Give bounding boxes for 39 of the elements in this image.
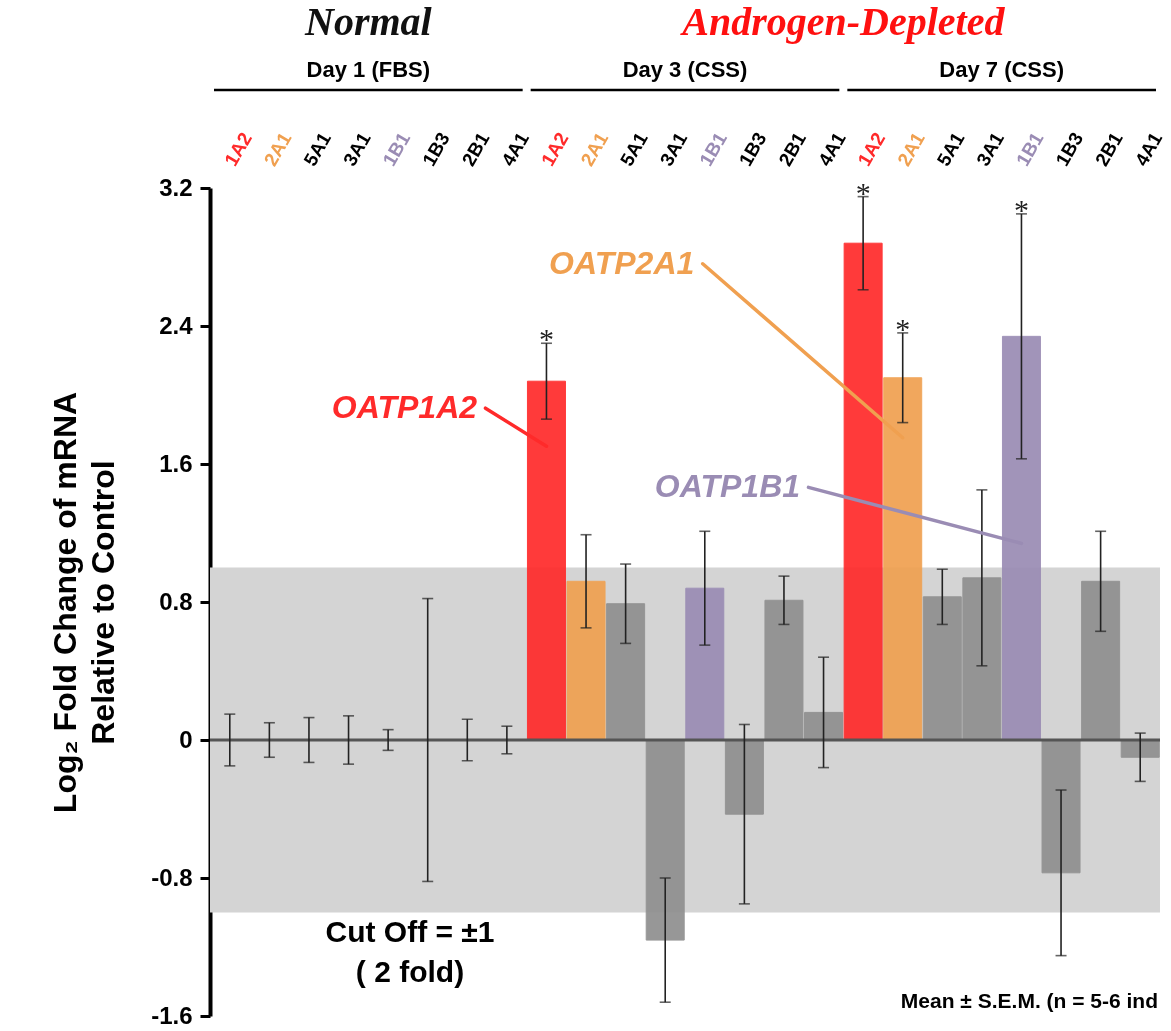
bar	[724, 739, 764, 815]
bar	[1041, 739, 1081, 874]
x-tick-label: 4A1	[497, 128, 534, 170]
annotation: *	[538, 322, 554, 356]
x-tick-label: 5A1	[616, 128, 652, 170]
text: Androgen-Depleted	[679, 0, 1006, 44]
bar	[645, 739, 685, 941]
annotation: OATP2A1	[549, 244, 695, 281]
bar	[685, 587, 725, 741]
band-label: Cut Off = ±1 ( 2 fold)	[325, 915, 495, 988]
text: Normal	[303, 0, 433, 44]
y-tick-label: 0.8	[159, 587, 193, 615]
x-tick-label: 3A1	[972, 128, 1009, 170]
annotation: Mean ± S.E.M. (n = 5-6 ind	[900, 989, 1158, 1012]
text: Day 1 (FBS)	[306, 57, 431, 82]
y-tick-label: 0	[179, 725, 193, 753]
bar	[606, 603, 646, 741]
x-tick-label: 3A1	[655, 128, 692, 170]
x-tick-label: 5A1	[932, 128, 969, 170]
bar	[843, 242, 883, 741]
x-tick-label: 4A1	[1130, 128, 1167, 170]
x-tick-label: 5A1	[299, 128, 336, 170]
x-tick-label: 4A1	[814, 128, 850, 170]
y-tick-label: 3.2	[159, 173, 193, 201]
annotation: OATP1B1	[654, 468, 801, 505]
annotation: OATP1A2	[331, 389, 478, 426]
annotation: *	[895, 311, 911, 345]
y-tick-label: -0.8	[151, 863, 193, 891]
y-axis-title: Log₂ Fold Change of mRNA Relative to Control	[47, 391, 122, 814]
annotation: *	[1013, 192, 1029, 226]
text: Day 3 (CSS)	[622, 57, 748, 82]
x-tick-label: 3A1	[339, 128, 375, 170]
text: Day 7 (CSS)	[939, 57, 1065, 82]
bar	[1081, 580, 1121, 741]
y-tick-label: 1.6	[159, 449, 193, 477]
y-tick-label: -1.6	[151, 1001, 193, 1029]
annotation: *	[855, 175, 871, 209]
bar	[566, 580, 606, 741]
y-tick-label: 2.4	[159, 311, 194, 339]
